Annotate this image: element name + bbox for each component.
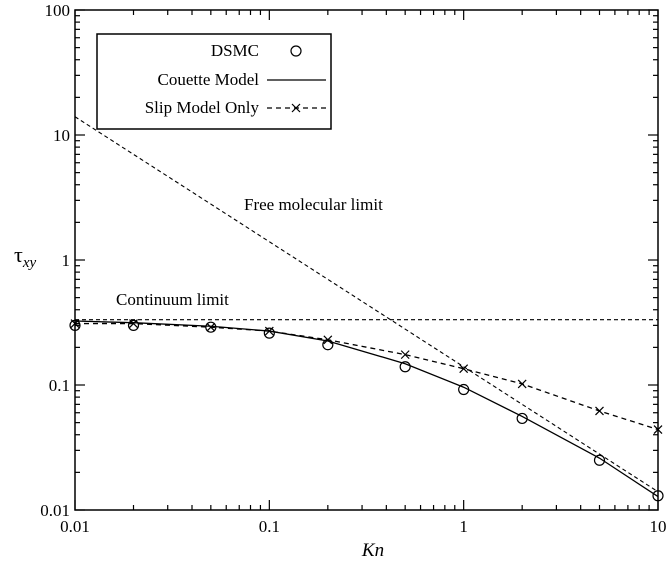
x-tick-label: 0.1 [259, 517, 280, 536]
reference-lines [74, 116, 659, 493]
y-axis-title: τxy [14, 242, 37, 271]
slip-model-only-point [400, 350, 410, 360]
x-axis-title: Kn [361, 540, 384, 561]
plot-frame [74, 9, 659, 511]
y-axis-title-main: τ [14, 242, 23, 267]
legend-label-dsmc: DSMC [211, 41, 259, 60]
dsmc-point [399, 361, 411, 373]
slip-model-only-point [129, 319, 138, 329]
y-tick-label: 100 [45, 1, 71, 20]
tick-labels: 0.01 0.1 1 10 0.01 0.1 1 10 100 [40, 1, 666, 536]
continuum-limit-label: Continuum limit [116, 290, 229, 309]
legend-label-couette: Couette Model [157, 70, 259, 89]
y-tick-label: 0.1 [49, 376, 70, 395]
y-tick-label: 10 [53, 126, 70, 145]
x-tick-label: 10 [650, 517, 667, 536]
free-molecular-limit-label: Free molecular limit [244, 195, 383, 214]
slip-model-only-point [595, 406, 604, 416]
dsmc-point [593, 454, 606, 466]
y-tick-label: 0.01 [40, 501, 70, 520]
x-tick-label: 1 [459, 517, 468, 536]
free-molecular-limit-line [74, 116, 659, 493]
slip-model-only-point [517, 379, 527, 389]
slip-model-only-point [459, 364, 469, 374]
y-tick-label: 1 [62, 251, 71, 270]
data-series [69, 319, 664, 502]
legend: DSMC Couette Model Slip Model Only [96, 33, 332, 130]
legend-marker-slip [291, 103, 301, 113]
x-tick-label: 0.01 [60, 517, 90, 536]
slip-model-only-point [323, 335, 333, 345]
legend-marker-dsmc [290, 45, 302, 57]
couette-model-line [74, 320, 659, 498]
slip-model-only-point [264, 326, 274, 336]
dsmc-point [263, 327, 275, 339]
legend-box [96, 33, 332, 130]
y-axis-title-sub: xy [22, 255, 37, 271]
slip-model-only-line [75, 322, 659, 431]
axis-ticks [74, 9, 659, 511]
legend-label-slip: Slip Model Only [145, 98, 260, 117]
dsmc-point [127, 319, 140, 331]
slip-model-only-point [206, 322, 216, 332]
